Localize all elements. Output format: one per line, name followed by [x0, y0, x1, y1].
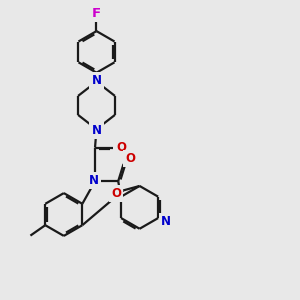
Text: O: O	[125, 152, 135, 165]
Text: O: O	[116, 141, 127, 154]
Text: N: N	[92, 74, 101, 87]
Text: F: F	[92, 8, 101, 20]
Text: N: N	[161, 215, 171, 228]
Text: N: N	[92, 124, 101, 136]
Text: O: O	[111, 187, 121, 200]
Text: N: N	[88, 174, 98, 187]
